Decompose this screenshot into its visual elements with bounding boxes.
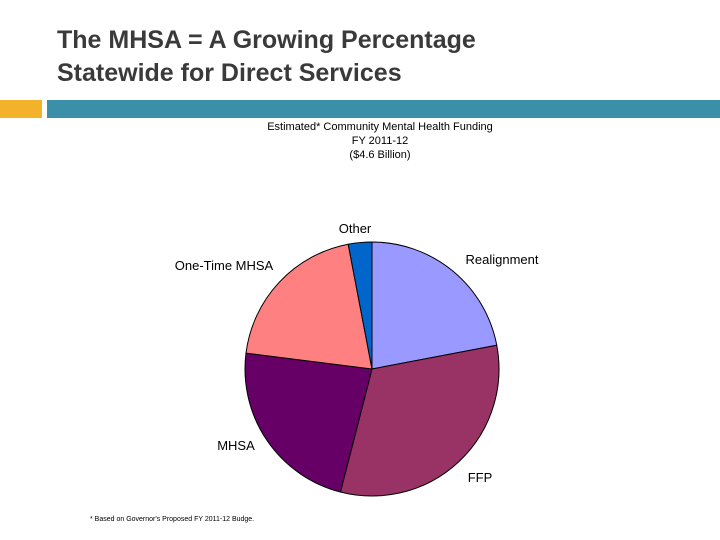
slide-title-line-2: Statewide for Direct Services [57, 59, 402, 87]
chart-title-line-3: ($4.6 Billion) [349, 149, 411, 161]
chart-title: Estimated* Community Mental Health Fundi… [230, 120, 530, 162]
pie-label-ffp: FFP [468, 470, 493, 485]
chart-title-line-1: Estimated* Community Mental Health Fundi… [267, 121, 493, 133]
slide-title: The MHSA = A Growing Percentage Statewid… [57, 24, 697, 90]
accent-bar-orange [0, 100, 42, 118]
footnote: * Based on Governor's Proposed FY 2011-1… [90, 516, 255, 523]
pie-slice-mhsa [244, 352, 373, 493]
pie-label-other: Other [339, 221, 372, 236]
accent-bar-teal [47, 100, 720, 118]
chart-title-line-2: FY 2011-12 [351, 135, 409, 147]
pie-slice-one-time-mhsa [245, 243, 373, 370]
pie-label-realignment: Realignment [466, 252, 539, 267]
pie-label-mhsa: MHSA [217, 438, 255, 453]
slide-title-line-1: The MHSA = A Growing Percentage [57, 26, 476, 54]
pie-slice-realignment [371, 241, 498, 370]
pie-slice-ffp [339, 344, 500, 497]
pie-slice-other [347, 241, 373, 370]
pie-label-one-time-mhsa: One-Time MHSA [175, 258, 274, 273]
